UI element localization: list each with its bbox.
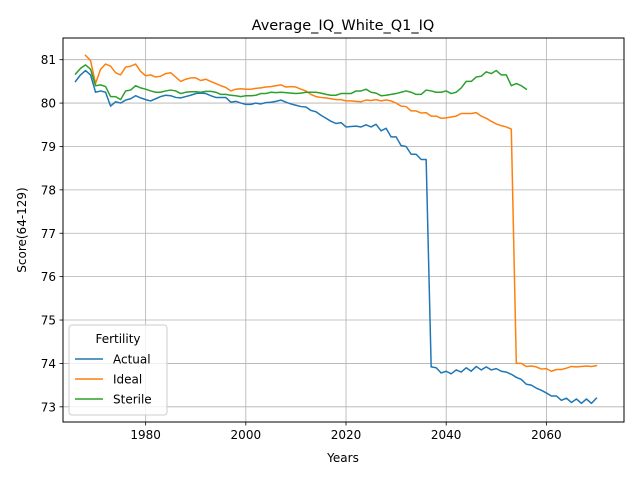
y-tick-label: 80 xyxy=(41,97,56,111)
y-tick-label: 77 xyxy=(41,227,56,241)
y-tick-label: 81 xyxy=(41,53,56,67)
x-tick-label: 1980 xyxy=(130,428,161,442)
series-line-sterile xyxy=(74,64,528,101)
y-tick-label: 74 xyxy=(41,357,56,371)
legend-label-sterile: Sterile xyxy=(113,393,152,407)
legend-label-actual: Actual xyxy=(113,353,151,367)
grid xyxy=(63,38,624,422)
legend: Fertility Actual Ideal Sterile xyxy=(68,324,168,416)
x-axis-label: Years xyxy=(326,451,359,465)
y-tick-label: 79 xyxy=(41,140,56,154)
legend-label-ideal: Ideal xyxy=(113,373,142,387)
y-tick-label: 78 xyxy=(41,183,56,197)
series-line-ideal xyxy=(84,54,598,372)
y-tick-label: 73 xyxy=(41,400,56,414)
series-line-actual xyxy=(74,69,598,405)
x-axis: 1980 2000 2020 2040 2060 xyxy=(130,422,562,442)
y-tick-label: 75 xyxy=(41,314,56,328)
plot-frame xyxy=(62,37,625,423)
y-axis: 73 74 75 76 77 78 79 80 81 xyxy=(41,53,63,414)
x-tick-label: 2020 xyxy=(331,428,362,442)
x-tick-label: 2000 xyxy=(231,428,262,442)
y-tick-label: 76 xyxy=(41,270,56,284)
legend-title: Fertility xyxy=(95,332,140,346)
plot-lines xyxy=(74,54,598,405)
chart-title: Average_IQ_White_Q1_IQ xyxy=(252,18,435,34)
y-axis-label: Score(64-129) xyxy=(15,187,29,272)
legend-box xyxy=(68,324,168,416)
x-tick-label: 2060 xyxy=(531,428,562,442)
x-tick-label: 2040 xyxy=(431,428,462,442)
